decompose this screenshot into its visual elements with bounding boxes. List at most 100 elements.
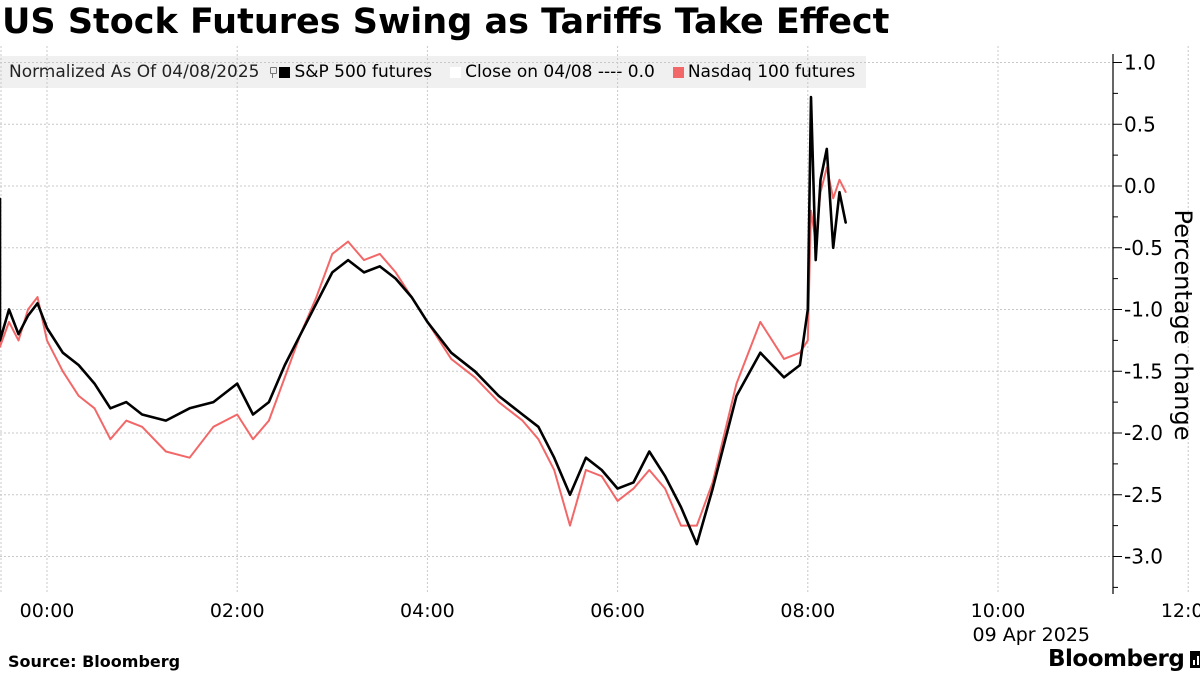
data-point-nasdaq (93, 407, 96, 410)
legend-swatch-close (450, 66, 462, 78)
data-point-sp500 (759, 351, 762, 354)
legend-item-nasdaq: Nasdaq 100 futures (672, 62, 856, 82)
brand-logo: Bloomberg (1048, 646, 1200, 672)
data-point-nasdaq (141, 426, 143, 428)
data-point-nasdaq (268, 419, 270, 422)
x-axis-label: 09 Apr 2025 (973, 624, 1090, 646)
y-tick-label: -1.0 (1124, 298, 1163, 322)
data-point-nasdaq (735, 382, 738, 385)
data-point-nasdaq (474, 376, 476, 379)
y-tick-label: 0.5 (1124, 112, 1156, 136)
data-point-sp500 (77, 364, 80, 366)
y-tick-label: -2.5 (1124, 483, 1163, 507)
data-point-nasdaq (553, 469, 555, 471)
y-tick-label: 1.0 (1124, 51, 1156, 75)
data-point-nasdaq (46, 339, 48, 342)
data-point-nasdaq (236, 413, 238, 416)
data-point-nasdaq (212, 426, 215, 428)
data-point-sp500 (165, 419, 167, 422)
data-point-sp500 (664, 475, 666, 478)
data-point-sp500 (0, 302, 1, 305)
data-point-nasdaq (77, 395, 80, 397)
legend-item-sp500: S&P 500 futures (269, 62, 432, 82)
data-point-sp500 (379, 265, 381, 268)
data-point-sp500 (616, 487, 619, 490)
data-point-sp500 (141, 413, 143, 416)
data-point-nasdaq (696, 524, 698, 527)
data-point-sp500 (17, 333, 20, 336)
data-point-sp500 (711, 487, 714, 490)
data-point-sp500 (284, 364, 286, 366)
data-point-sp500 (799, 364, 801, 366)
data-point-sp500 (521, 413, 524, 416)
data-point-nasdaq (27, 308, 29, 311)
data-point-nasdaq (284, 376, 286, 379)
legend-label-sp500: S&P 500 futures (294, 62, 433, 82)
data-point-sp500 (394, 277, 397, 280)
data-point-sp500 (845, 222, 847, 224)
data-point-sp500 (0, 277, 1, 280)
data-point-nasdaq (379, 253, 381, 255)
legend-label-nasdaq: Nasdaq 100 futures (687, 62, 856, 82)
data-point-sp500 (331, 271, 334, 274)
data-point-nasdaq (648, 469, 651, 471)
x-axis: 00:0002:0004:0006:0008:0010:0012:0014:00… (20, 600, 1200, 646)
y-tick-label: -3.0 (1124, 545, 1163, 569)
data-point-sp500 (0, 339, 1, 342)
data-point-sp500 (814, 259, 817, 261)
data-point-nasdaq (537, 438, 540, 441)
data-point-sp500 (36, 302, 39, 305)
data-point-nasdaq (62, 370, 64, 373)
data-point-nasdaq (759, 321, 762, 323)
data-point-sp500 (125, 401, 128, 403)
data-point-nasdaq (832, 197, 834, 200)
data-point-nasdaq (252, 438, 254, 441)
data-point-sp500 (696, 543, 698, 545)
data-point-nasdaq (569, 524, 571, 527)
data-point-nasdaq (331, 253, 334, 255)
data-point-sp500 (426, 321, 429, 323)
y-tick-label: 0.0 (1124, 174, 1156, 198)
y-axis: 1.0 0.5 0.0 -0.5 -1.0 -1.5 -2.0 -2.5 -3.0 (1112, 51, 1163, 594)
data-point-nasdaq (600, 475, 603, 478)
data-point-sp500 (268, 401, 270, 403)
data-point-sp500 (600, 469, 603, 471)
data-point-sp500 (553, 456, 555, 459)
data-point-sp500 (807, 308, 809, 311)
data-point-sp500 (236, 382, 238, 385)
data-point-sp500 (537, 426, 540, 428)
data-point-sp500 (0, 197, 1, 200)
data-point-sp500 (109, 407, 112, 410)
data-point-sp500 (819, 179, 822, 181)
data-point-nasdaq (838, 179, 841, 181)
data-point-nasdaq (315, 296, 318, 298)
x-tick-label: 02:00 (210, 600, 265, 622)
data-point-nasdaq (450, 358, 453, 360)
data-point-sp500 (838, 191, 841, 193)
pin-icon (269, 66, 278, 78)
data-point-nasdaq (616, 500, 619, 502)
data-point-nasdaq (664, 487, 666, 490)
data-point-nasdaq (17, 339, 20, 342)
series-line-nasdaq (0, 166, 847, 527)
grid (0, 46, 1189, 594)
data-point-sp500 (363, 271, 365, 274)
data-point-sp500 (474, 370, 476, 373)
x-tick-label: 10:00 (971, 600, 1026, 622)
series-lines (0, 95, 848, 546)
x-tick-label: 06:00 (590, 600, 645, 622)
x-tick-label: 04:00 (400, 600, 455, 622)
data-point-nasdaq (521, 419, 524, 422)
data-point-nasdaq (36, 296, 39, 298)
data-point-nasdaq (8, 321, 10, 323)
legend-item-close: Close on 04/08 ---- 0.0 (450, 62, 655, 82)
data-point-nasdaq (810, 209, 812, 212)
data-point-sp500 (648, 450, 651, 453)
data-point-sp500 (315, 302, 318, 305)
data-point-sp500 (680, 506, 682, 508)
data-point-sp500 (497, 395, 500, 397)
data-point-sp500 (8, 308, 10, 311)
legend-note: Normalized As Of 04/08/2025 (9, 62, 260, 82)
data-point-sp500 (347, 259, 349, 261)
